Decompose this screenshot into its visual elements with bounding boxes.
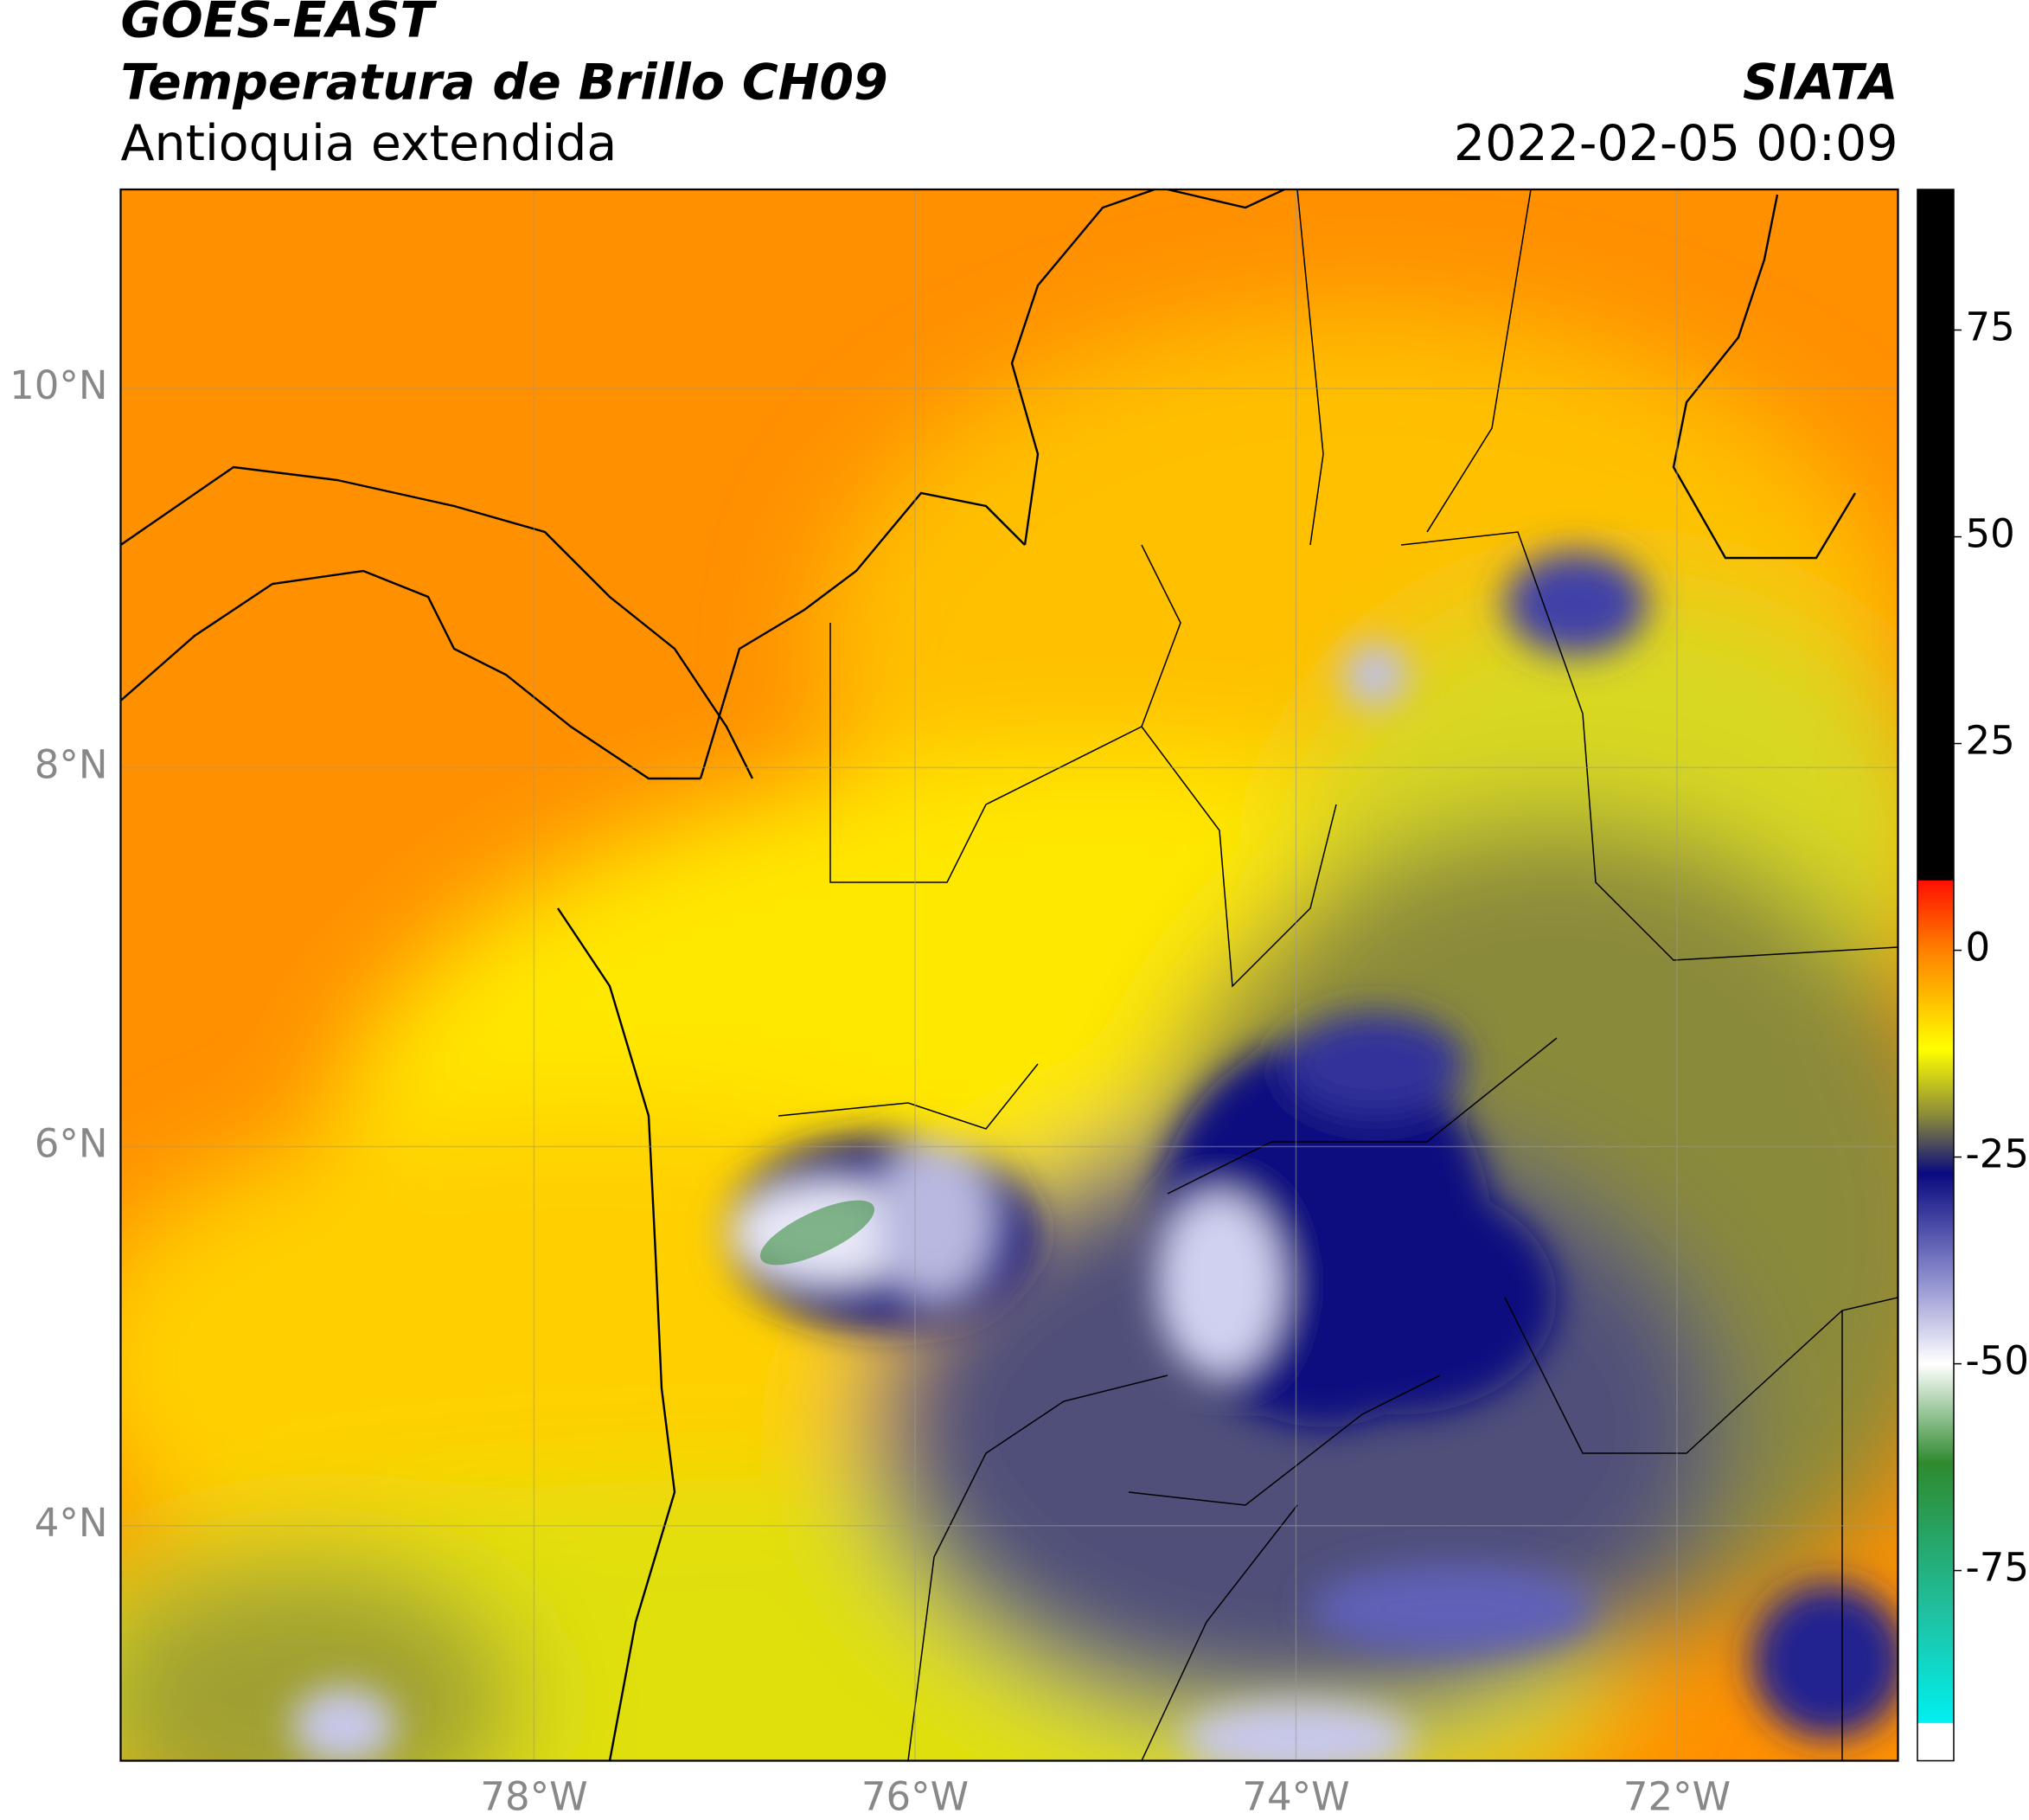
lat-tick-label: 8°N — [35, 741, 108, 787]
colorbar-tick-label: -25 — [1966, 1131, 2029, 1177]
colorbar-tick-label: 75 — [1966, 304, 2015, 350]
lon-tick-label: 76°W — [861, 1774, 969, 1817]
product: Temperatura de Brillo CH09 — [121, 54, 888, 112]
colorbar-tick-label: 25 — [1966, 718, 2015, 764]
lon-tick-label: 78°W — [480, 1774, 587, 1817]
region: Antioquia extendida — [121, 115, 618, 172]
satellite: GOES-EAST — [121, 0, 438, 49]
lat-tick-label: 10°N — [10, 362, 107, 408]
lon-tick-label: 74°W — [1242, 1774, 1349, 1817]
colorbar-tick-label: -75 — [1966, 1545, 2029, 1591]
lat-tick-label: 6°N — [35, 1121, 108, 1167]
colorbar — [1917, 189, 1954, 1761]
colorbar-tick-label: 0 — [1966, 925, 1991, 971]
satellite-image — [0, 189, 1972, 1817]
colorbar-tick-label: 50 — [1966, 511, 2015, 557]
lon-tick-label: 72°W — [1623, 1774, 1731, 1817]
lat-tick-label: 4°N — [35, 1500, 108, 1546]
colorbar-tick-label: -50 — [1966, 1338, 2029, 1384]
datetime: 2022-02-05 00:09 — [1454, 115, 1898, 172]
colorbar-ticks: 75 50 25 0 -25 -50 -75 — [1954, 304, 2029, 1591]
source: SIATA — [1743, 54, 1898, 112]
